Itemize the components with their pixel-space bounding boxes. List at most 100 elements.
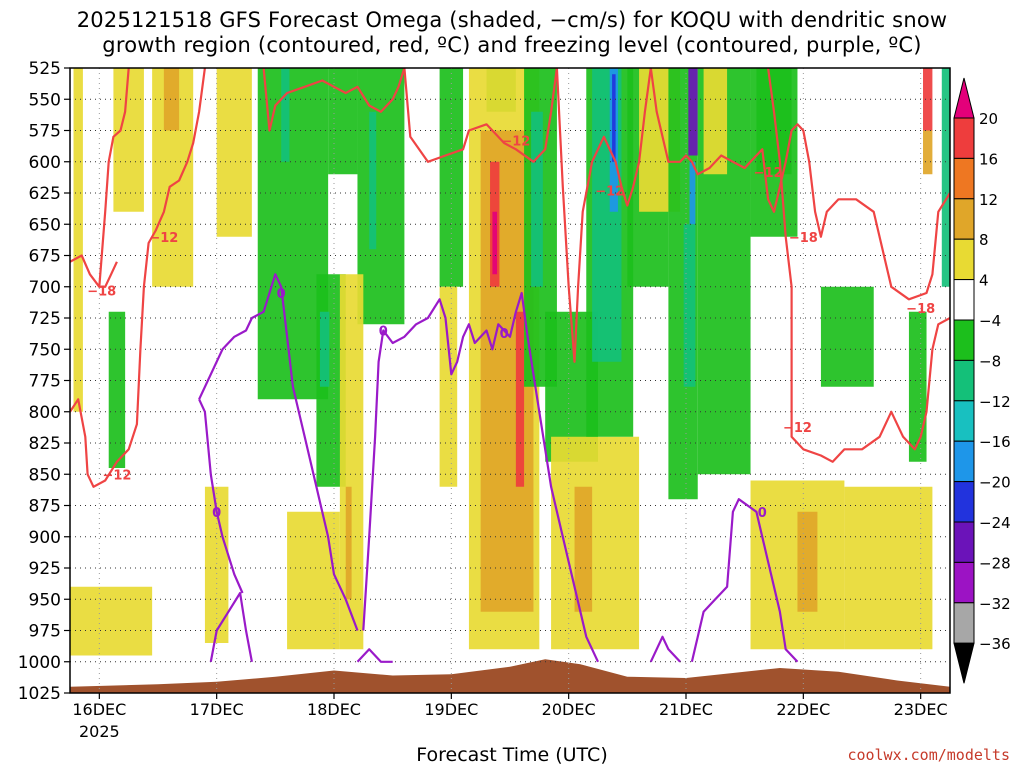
terrain-layer bbox=[70, 659, 950, 693]
omega-shade-purple bbox=[688, 68, 698, 156]
omega-shading bbox=[70, 68, 950, 656]
omega-shade-green bbox=[108, 311, 126, 468]
y-tick-label: 875 bbox=[29, 497, 61, 517]
y-tick-label: 950 bbox=[29, 590, 61, 610]
dgz-contour-line bbox=[70, 254, 118, 288]
omega-shade-yellow bbox=[70, 586, 153, 656]
colorbar-label: −32 bbox=[979, 595, 1011, 613]
dgz-contour-line bbox=[649, 68, 950, 301]
freezing-contour-line bbox=[198, 273, 359, 631]
y-tick-label: 825 bbox=[29, 434, 61, 454]
y-tick-label: 1025 bbox=[18, 684, 61, 704]
colorbar-label: −4 bbox=[979, 312, 1001, 330]
colorbar: 20 16 12 8 4 −4 −8 −12 −16 −20 −24 −28 −32 −36 bbox=[953, 77, 1011, 684]
y-tick-label: 775 bbox=[29, 372, 61, 392]
x-tick-label: 17DEC bbox=[190, 700, 244, 719]
y-tick-label: 650 bbox=[29, 215, 61, 235]
colorbar-segment bbox=[953, 602, 975, 644]
dgz-contour-line bbox=[403, 68, 558, 163]
x-tick-label: 20DEC bbox=[542, 700, 596, 719]
freezing-contour-label: 0 bbox=[379, 325, 388, 340]
colorbar-label: −20 bbox=[979, 474, 1011, 492]
omega-shade-magenta bbox=[492, 211, 498, 275]
omega-shade-green bbox=[357, 68, 405, 325]
y-tick-label: 550 bbox=[29, 90, 61, 110]
freezing-contour-line bbox=[690, 498, 799, 663]
omega-shade-yellow bbox=[844, 486, 933, 650]
x-tick-label: 18DEC bbox=[307, 700, 361, 719]
colorbar-label: −24 bbox=[979, 514, 1011, 532]
dgz-contour-label: −12 bbox=[783, 421, 812, 436]
colorbar-segment bbox=[953, 279, 975, 321]
freezing-level-contours: 0 0 0 0 0 bbox=[198, 273, 799, 663]
x-axis-label: Forecast Time (UTC) bbox=[416, 744, 608, 766]
freezing-contour-label: 0 bbox=[277, 287, 286, 302]
freezing-contour-line bbox=[209, 591, 253, 663]
omega-shade-teal bbox=[281, 68, 290, 162]
freezing-contour-line bbox=[198, 398, 244, 594]
colorbar-label: −36 bbox=[979, 635, 1011, 653]
chart-title-line2: growth region (contoured, red, ºC) and f… bbox=[102, 33, 922, 57]
omega-shade-orange bbox=[345, 486, 352, 600]
y-tick-label: 925 bbox=[29, 559, 61, 579]
dgz-contour-line bbox=[555, 68, 652, 363]
colorbar-label: 20 bbox=[979, 110, 998, 128]
y-tick-label: 575 bbox=[29, 122, 61, 142]
freezing-contour-line bbox=[356, 648, 393, 663]
dgz-contour-label: −12 bbox=[595, 185, 624, 200]
omega-shade-navy bbox=[612, 74, 616, 162]
y-tick-label: 1000 bbox=[18, 653, 61, 673]
omega-shade-green bbox=[328, 68, 358, 175]
omega-shade-teal bbox=[319, 311, 330, 387]
omega-shade-red bbox=[515, 311, 525, 487]
colorbar-label: −28 bbox=[979, 554, 1011, 572]
colorbar-label: 12 bbox=[979, 191, 998, 209]
y-tick-label: 675 bbox=[29, 247, 61, 267]
colorbar-segment bbox=[953, 238, 975, 281]
y-tick-label: 525 bbox=[29, 59, 61, 79]
omega-shade-teal bbox=[369, 111, 377, 250]
colorbar-label: 4 bbox=[979, 272, 989, 290]
omega-shade-teal bbox=[683, 224, 696, 387]
colorbar-label: −16 bbox=[979, 433, 1011, 451]
dgz-contour-label: −18 bbox=[906, 302, 935, 317]
omega-shade-orange bbox=[163, 68, 180, 131]
omega-shade-green bbox=[439, 68, 464, 287]
omega-shade-orange bbox=[574, 486, 593, 612]
dgz-contour-label: −18 bbox=[87, 285, 116, 300]
y-tick-label: 625 bbox=[29, 184, 61, 204]
y-tick-label: 975 bbox=[29, 622, 61, 642]
colorbar-label: −8 bbox=[979, 352, 1001, 370]
omega-shade-red bbox=[923, 68, 933, 131]
y-tick-label: 900 bbox=[29, 528, 61, 548]
dgz-contour-label: −12 bbox=[754, 166, 783, 181]
omega-shade-yellow bbox=[703, 68, 728, 175]
x-tick-label: 23DEC bbox=[894, 700, 948, 719]
x-tick-label: 21DEC bbox=[659, 700, 713, 719]
freezing-contour-line bbox=[649, 635, 681, 663]
dgz-contour-label: −18 bbox=[789, 231, 818, 246]
colorbar-segment bbox=[953, 198, 975, 240]
omega-shade-yellow bbox=[73, 68, 83, 412]
credit-link[interactable]: coolwx.com/modelts bbox=[847, 746, 1010, 764]
freezing-contour-label: 0 bbox=[500, 327, 509, 342]
dgz-contour-line bbox=[98, 68, 130, 287]
omega-shade-orange bbox=[923, 130, 933, 175]
colorbar-segment bbox=[953, 400, 975, 442]
y-axis: 525 550 575 600 625 650 675 700 725 750 775 800 825 8… bbox=[18, 59, 70, 704]
colorbar-label: −12 bbox=[979, 393, 1011, 411]
chart-title-line1: 2025121518 GFS Forecast Omega (shaded, −… bbox=[76, 8, 948, 32]
dgz-contour-label: −12 bbox=[102, 468, 131, 483]
omega-shade-teal bbox=[531, 111, 543, 287]
freezing-contour-label: 0 bbox=[212, 506, 221, 521]
colorbar-segment bbox=[953, 561, 975, 604]
y-tick-label: 850 bbox=[29, 465, 61, 485]
omega-shade-yellow bbox=[439, 286, 458, 487]
terrain-fill bbox=[70, 659, 950, 693]
colorbar-label: 8 bbox=[979, 231, 989, 249]
colorbar-segment bbox=[953, 157, 975, 200]
omega-shade-yellow bbox=[113, 68, 144, 212]
colorbar-segment bbox=[953, 440, 975, 483]
omega-shade-green bbox=[908, 311, 927, 462]
